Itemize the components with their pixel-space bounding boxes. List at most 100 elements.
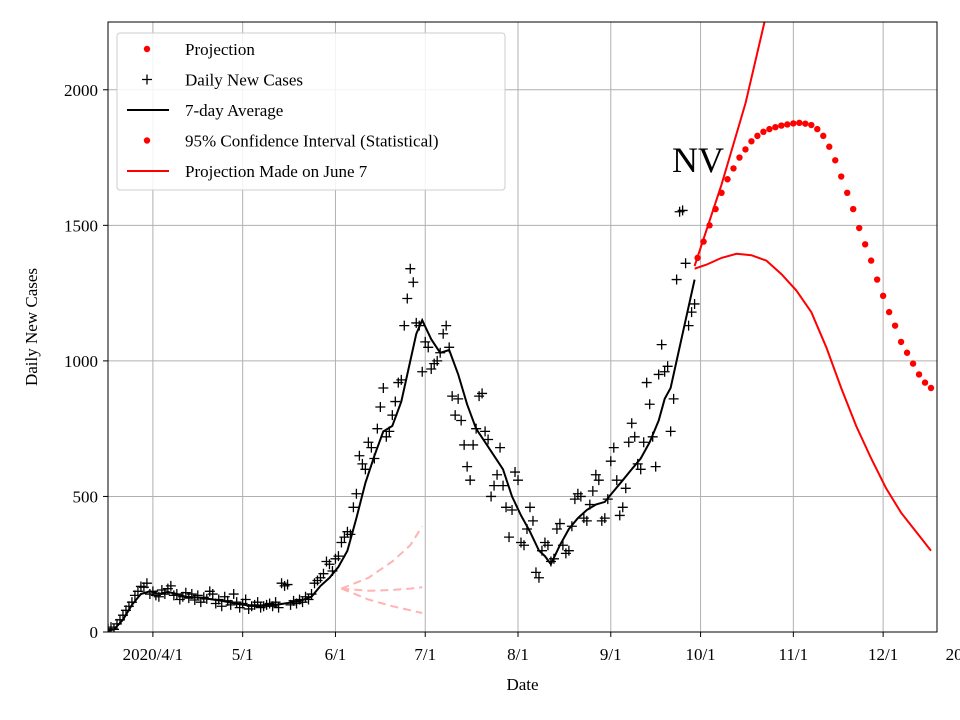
daily-case-point (533, 572, 544, 583)
daily-case-point (542, 540, 553, 551)
legend-label: Daily New Cases (185, 71, 303, 90)
projection-point (808, 121, 815, 129)
projection-point (748, 138, 755, 145)
seven-day-average-line (108, 279, 696, 632)
y-tick-label: 2000 (64, 81, 98, 100)
daily-case-point (662, 361, 673, 372)
daily-case-point (192, 590, 203, 601)
daily-case-point (480, 426, 491, 437)
daily-case-point (486, 491, 497, 502)
daily-case-point (297, 597, 308, 608)
state-label: NV (672, 140, 724, 180)
daily-case-point (629, 431, 640, 442)
x-axis-label: Date (506, 675, 538, 694)
daily-case-point (408, 277, 419, 288)
series-group (108, 22, 935, 632)
projection-point (784, 121, 791, 128)
legend-box (116, 32, 506, 191)
daily-case-point (354, 450, 365, 461)
daily-case-point (390, 396, 401, 407)
daily-case-point (590, 469, 601, 480)
daily-case-point (225, 599, 236, 610)
projection-point (879, 292, 887, 300)
daily-case-point (611, 475, 622, 486)
daily-case-point (351, 488, 362, 499)
x-tick-label: 6/1 (325, 645, 347, 664)
daily-case-point (530, 567, 541, 578)
plot-area (108, 22, 935, 632)
daily-case-point (504, 532, 515, 543)
daily-case-point (453, 393, 464, 404)
x-tick-label: 11/1 (779, 645, 809, 664)
daily-case-point (620, 483, 631, 494)
daily-case-point (438, 328, 449, 339)
x-tick-label: 9/1 (600, 645, 622, 664)
daily-case-point (207, 589, 218, 600)
daily-case-point (333, 551, 344, 562)
daily-case-point (668, 393, 679, 404)
legend: Projection Daily New Cases 7-day Average 95… (116, 32, 506, 191)
projection-point (867, 257, 875, 264)
daily-case-point (650, 461, 661, 472)
daily-case-point (501, 502, 512, 513)
daily-case-point (483, 434, 494, 445)
daily-case-point (375, 401, 386, 412)
daily-case-point (665, 426, 676, 437)
daily-case-point (605, 456, 616, 467)
daily-case-point (617, 502, 628, 513)
daily-case-point (141, 578, 152, 589)
june7-projection-line (341, 587, 423, 614)
projection-point (855, 224, 863, 232)
daily-case-point (336, 537, 347, 548)
x-tick-label: 12/1 (868, 645, 898, 664)
projection-point (742, 146, 749, 153)
daily-case-point (366, 442, 377, 453)
projection-point (909, 360, 917, 367)
x-tick-label: 7/1 (414, 645, 436, 664)
daily-case-point (563, 545, 574, 556)
projection-point (778, 122, 785, 129)
daily-case-point (495, 442, 506, 453)
daily-case-point (402, 293, 413, 304)
daily-case-point (593, 475, 604, 486)
projection-point (826, 143, 833, 150)
projection-point (832, 157, 839, 164)
legend-marker-plus (142, 74, 152, 85)
projection-point (897, 338, 905, 346)
daily-case-point (626, 418, 637, 429)
daily-case-point (282, 579, 293, 590)
y-tick-label: 1500 (64, 216, 98, 235)
daily-case-point (381, 431, 392, 442)
projection-point (927, 384, 935, 392)
y-tick-label: 500 (73, 487, 99, 506)
daily-case-point (638, 437, 649, 448)
projection-point (760, 128, 767, 135)
daily-case-point (581, 515, 592, 526)
daily-case-point (599, 513, 610, 524)
daily-case-point (635, 464, 646, 475)
daily-case-point (450, 410, 461, 421)
daily-case-point (689, 298, 700, 309)
daily-case-point (396, 374, 407, 385)
daily-case-point (510, 467, 521, 478)
daily-case-point (456, 415, 467, 426)
daily-case-point (677, 205, 688, 216)
daily-case-point (363, 437, 374, 448)
daily-case-point (468, 439, 479, 450)
daily-case-point (569, 494, 580, 505)
daily-case-point (492, 469, 503, 480)
y-tick-label: 0 (90, 623, 99, 642)
x-tick-label: 2021/1/1 (946, 645, 960, 664)
projection-point (790, 120, 797, 127)
daily-case-point (216, 601, 227, 612)
daily-case-point (513, 475, 524, 486)
projection-point (802, 120, 809, 127)
legend-marker-dot (143, 137, 151, 144)
daily-case-point (659, 366, 670, 377)
projection-point (873, 276, 881, 283)
axes-frame (107, 21, 938, 633)
confidence-lower-line (694, 252, 932, 552)
daily-case-point (641, 377, 652, 388)
daily-case-point (399, 320, 410, 331)
daily-case-point (671, 274, 682, 285)
